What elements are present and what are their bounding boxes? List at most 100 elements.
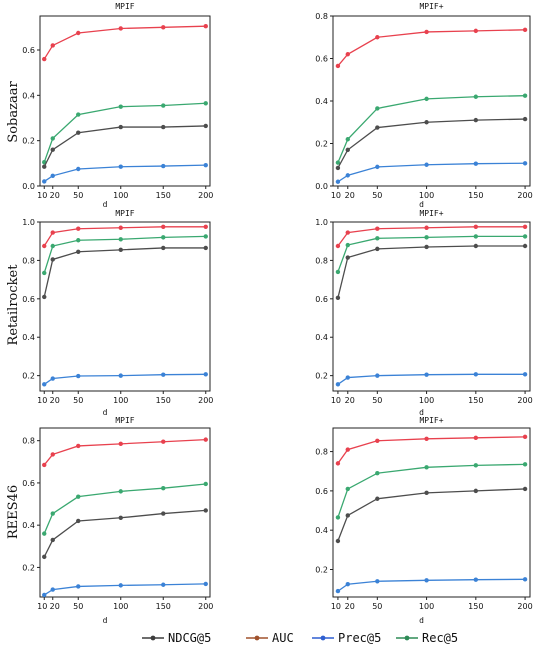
data-point-rec5: [424, 235, 429, 240]
data-point-ndcg5: [473, 243, 479, 249]
series-line-auc: [337, 226, 526, 247]
data-point-rec5: [375, 236, 380, 241]
y-tick-label: 0.8: [315, 256, 328, 265]
data-point-ndcg5: [345, 255, 350, 260]
data-point-prec5: [203, 372, 208, 377]
x-tick-label: 20: [50, 396, 60, 405]
x-tick-label: 50: [73, 396, 83, 405]
panel-title: MPIF: [115, 416, 134, 425]
x-tick-label: 50: [372, 396, 382, 405]
panel-0-1: MPIF+ 0.0 0.2 0.4 0.6 0.8 10 20 50 100 150 200 d: [315, 2, 532, 209]
x-tick-label: 50: [372, 191, 382, 200]
data-point-prec5: [522, 372, 528, 377]
data-point-auc: [118, 26, 123, 31]
data-point-ndcg5: [203, 123, 208, 129]
data-point-rec5: [42, 531, 47, 536]
series-line-rec5: [43, 483, 206, 534]
data-point-ndcg5: [335, 165, 341, 171]
y-tick-label: 0.4: [315, 333, 328, 342]
legend: NDCG@5 AUC Prec@5 Rec@5: [142, 631, 458, 645]
panel-frame: [39, 221, 211, 392]
data-point-auc: [375, 226, 380, 231]
series-line-auc: [43, 438, 206, 466]
data-point-prec5: [50, 173, 55, 178]
series-line-ndcg5: [337, 118, 526, 169]
data-point-ndcg5: [161, 124, 166, 130]
y-tick-label: 0.2: [22, 137, 35, 146]
data-point-auc: [161, 224, 166, 230]
data-point-auc: [522, 434, 528, 440]
data-point-prec5: [203, 581, 208, 587]
data-point-prec5: [335, 179, 341, 184]
data-point-ndcg5: [424, 244, 429, 250]
panel-1-1: MPIF+ 0.2 0.4 0.6 0.8 1.0 10 20 50 100 150 200 d: [315, 209, 532, 417]
data-point-ndcg5: [522, 243, 528, 249]
y-tick-label: 0.4: [22, 91, 35, 100]
data-point-ndcg5: [522, 486, 528, 492]
data-point-prec5: [161, 582, 166, 587]
data-point-rec5: [424, 465, 429, 470]
y-tick-label: 0.8: [315, 12, 328, 21]
x-tick-label: 200: [517, 396, 532, 405]
data-point-prec5: [118, 583, 123, 588]
x-tick-label: 150: [156, 191, 171, 200]
data-point-prec5: [345, 582, 350, 587]
data-point-rec5: [522, 462, 528, 467]
legend-marker-prec5: [320, 635, 326, 641]
y-tick-label: 0.6: [22, 46, 35, 55]
data-point-prec5: [76, 166, 81, 172]
x-tick-label: 200: [517, 191, 532, 200]
series-line-auc: [337, 29, 526, 67]
data-point-rec5: [375, 106, 380, 111]
data-point-rec5: [76, 238, 81, 243]
y-tick-label: 0.6: [22, 295, 35, 304]
data-point-auc: [76, 30, 81, 36]
data-point-auc: [203, 224, 208, 230]
panel-frame: [39, 15, 211, 187]
data-point-auc: [345, 52, 350, 57]
legend-marker-auc: [254, 635, 260, 641]
series-line-rec5: [337, 235, 526, 273]
x-tick-label: 150: [468, 396, 483, 405]
data-point-prec5: [473, 577, 479, 582]
data-point-auc: [203, 437, 208, 442]
y-tick-label: 0.4: [22, 521, 35, 530]
y-tick-label: 0.0: [22, 182, 35, 191]
x-tick-label: 100: [419, 396, 434, 405]
series-line-ndcg5: [337, 245, 526, 299]
data-point-prec5: [424, 372, 429, 377]
data-point-prec5: [203, 162, 208, 168]
data-point-ndcg5: [42, 294, 47, 300]
data-point-rec5: [335, 160, 341, 165]
series-line-ndcg5: [43, 247, 206, 298]
row-label-retailrocket: Retailrocket: [6, 264, 21, 346]
legend-label-prec5: Prec@5: [338, 631, 381, 645]
legend-marker-rec5: [404, 635, 410, 641]
data-point-prec5: [118, 164, 123, 169]
y-tick-label: 0.8: [22, 256, 35, 265]
data-point-auc: [335, 243, 341, 249]
y-tick-label: 0.6: [22, 479, 35, 488]
x-tick-label: 100: [113, 191, 128, 200]
data-point-prec5: [375, 373, 380, 378]
data-point-rec5: [161, 235, 166, 240]
data-point-ndcg5: [424, 120, 429, 125]
y-tick-label: 1.0: [22, 218, 35, 227]
data-point-ndcg5: [473, 117, 479, 123]
legend-label-ndcg5: NDCG@5: [168, 631, 211, 645]
data-point-rec5: [424, 96, 429, 102]
x-tick-label: 50: [73, 191, 83, 200]
data-point-auc: [118, 225, 123, 230]
data-point-rec5: [473, 463, 479, 468]
x-tick-label: 150: [468, 191, 483, 200]
x-tick-label: 10: [331, 191, 341, 200]
x-axis-label: d: [419, 616, 424, 625]
x-tick-label: 10: [37, 396, 47, 405]
data-point-auc: [375, 438, 380, 443]
data-point-rec5: [203, 481, 208, 487]
x-tick-label: 20: [345, 602, 355, 611]
series-line-prec5: [43, 373, 206, 385]
data-point-ndcg5: [76, 249, 81, 254]
data-point-ndcg5: [345, 147, 350, 153]
